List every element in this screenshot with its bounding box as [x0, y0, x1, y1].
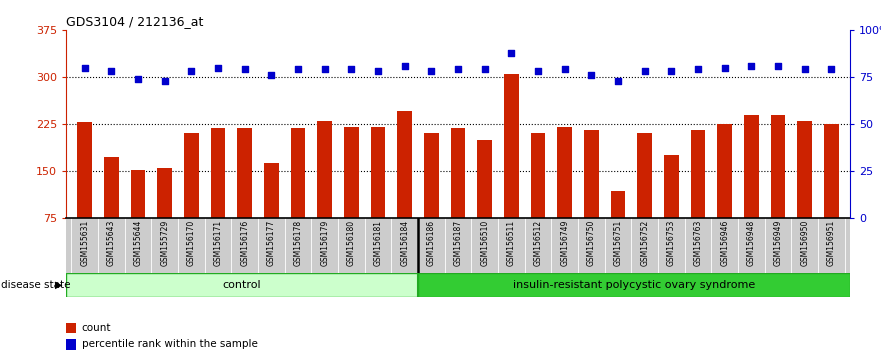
Bar: [184, 133, 199, 265]
Point: [744, 63, 759, 69]
Text: GSM156178: GSM156178: [293, 220, 302, 266]
Text: GSM156510: GSM156510: [480, 220, 489, 266]
Text: GSM156511: GSM156511: [507, 220, 516, 266]
Point: [184, 69, 198, 74]
Bar: [611, 191, 626, 265]
Bar: [638, 133, 652, 265]
Bar: [478, 139, 492, 265]
Bar: [744, 114, 759, 265]
Point: [611, 78, 626, 84]
Point: [664, 69, 678, 74]
Text: GSM155631: GSM155631: [80, 220, 89, 266]
Text: GSM156752: GSM156752: [640, 220, 649, 266]
Bar: [558, 127, 572, 265]
Bar: [130, 170, 145, 265]
Text: GSM156751: GSM156751: [614, 220, 623, 266]
Text: GSM155644: GSM155644: [134, 220, 143, 266]
Point: [638, 69, 652, 74]
Text: GSM156181: GSM156181: [374, 220, 382, 266]
Text: GSM155729: GSM155729: [160, 220, 169, 266]
Bar: [504, 74, 519, 265]
Point: [798, 67, 812, 72]
Text: GDS3104 / 212136_at: GDS3104 / 212136_at: [66, 15, 204, 28]
Point: [264, 72, 278, 78]
Bar: [264, 163, 278, 265]
Text: GSM156171: GSM156171: [213, 220, 223, 266]
Bar: [717, 124, 732, 265]
Text: GSM156951: GSM156951: [827, 220, 836, 266]
Point: [691, 67, 705, 72]
Text: GSM156753: GSM156753: [667, 220, 676, 266]
Text: GSM156176: GSM156176: [241, 220, 249, 266]
Text: GSM156179: GSM156179: [321, 220, 329, 266]
Point: [397, 63, 411, 69]
Point: [558, 67, 572, 72]
Text: GSM156180: GSM156180: [347, 220, 356, 266]
Text: GSM156186: GSM156186: [427, 220, 436, 266]
Bar: [664, 155, 679, 265]
Bar: [317, 121, 332, 265]
Bar: [824, 124, 839, 265]
Text: ▶: ▶: [55, 280, 63, 290]
Text: GSM156184: GSM156184: [400, 220, 410, 266]
Point: [771, 63, 785, 69]
Bar: [78, 122, 93, 265]
Bar: [344, 127, 359, 265]
Text: GSM156750: GSM156750: [587, 220, 596, 266]
Bar: [424, 133, 439, 265]
Point: [425, 69, 439, 74]
Point: [344, 67, 359, 72]
Point: [451, 67, 465, 72]
Bar: [104, 157, 119, 265]
Point: [78, 65, 92, 70]
Point: [291, 67, 305, 72]
Bar: [291, 128, 306, 265]
Text: GSM156177: GSM156177: [267, 220, 276, 266]
Point: [104, 69, 118, 74]
Text: GSM156948: GSM156948: [747, 220, 756, 266]
Text: GSM156946: GSM156946: [721, 220, 729, 266]
Text: count: count: [82, 323, 111, 333]
Bar: [371, 127, 386, 265]
Point: [158, 78, 172, 84]
Point: [318, 67, 332, 72]
Text: GSM156950: GSM156950: [800, 220, 810, 266]
Bar: [66, 323, 76, 333]
Bar: [530, 133, 545, 265]
Bar: [584, 130, 599, 265]
Text: GSM156187: GSM156187: [454, 220, 463, 266]
Text: percentile rank within the sample: percentile rank within the sample: [82, 339, 257, 349]
Bar: [691, 130, 706, 265]
Point: [238, 67, 252, 72]
Text: insulin-resistant polycystic ovary syndrome: insulin-resistant polycystic ovary syndr…: [513, 280, 755, 290]
Point: [718, 65, 732, 70]
Text: GSM156949: GSM156949: [774, 220, 782, 266]
Text: GSM156170: GSM156170: [187, 220, 196, 266]
Point: [211, 65, 226, 70]
Point: [825, 67, 839, 72]
Bar: [418, 273, 850, 297]
Text: control: control: [223, 280, 261, 290]
Point: [371, 69, 385, 74]
Point: [531, 69, 545, 74]
Point: [584, 72, 598, 78]
Point: [131, 76, 145, 82]
Bar: [237, 128, 252, 265]
Text: GSM156763: GSM156763: [693, 220, 703, 266]
Text: GSM156512: GSM156512: [534, 220, 543, 266]
Bar: [211, 128, 226, 265]
Bar: [66, 339, 76, 350]
Bar: [66, 273, 418, 297]
Bar: [397, 112, 412, 265]
Bar: [797, 121, 812, 265]
Point: [505, 50, 519, 56]
Text: disease state: disease state: [1, 280, 70, 290]
Bar: [451, 128, 465, 265]
Bar: [158, 168, 172, 265]
Point: [478, 67, 492, 72]
Text: GSM156749: GSM156749: [560, 220, 569, 266]
Text: GSM155643: GSM155643: [107, 220, 116, 266]
Bar: [771, 114, 786, 265]
